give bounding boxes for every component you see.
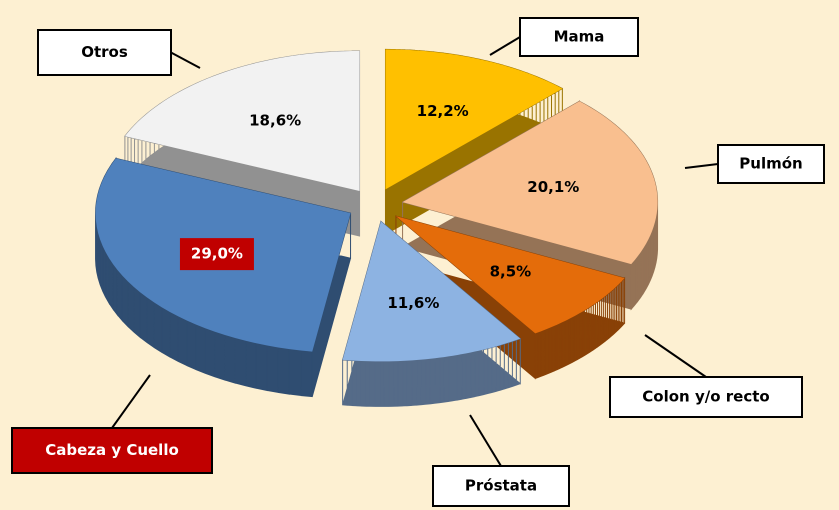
- slice: [342, 221, 521, 362]
- category-label: Próstata: [465, 477, 537, 495]
- value-label: 12,2%: [417, 102, 469, 120]
- value-label: 29,0%: [191, 245, 243, 263]
- leader-line: [644, 334, 707, 378]
- slice: [395, 216, 625, 334]
- category-label: Otros: [81, 43, 128, 61]
- category-label: Mama: [554, 28, 605, 46]
- value-label-bg: [179, 238, 254, 271]
- legend-box: [37, 29, 172, 76]
- legend-box: [11, 427, 213, 474]
- slice: [402, 101, 658, 265]
- legend-box: [432, 465, 570, 507]
- category-label: Colon y/o recto: [642, 388, 769, 406]
- category-label: Pulmón: [739, 155, 802, 173]
- legend-box: [609, 376, 803, 418]
- value-label: 11,6%: [387, 294, 439, 312]
- slice: [124, 50, 360, 191]
- leader-line: [469, 414, 502, 467]
- leader-line: [489, 36, 521, 56]
- value-label: 20,1%: [527, 178, 579, 196]
- category-label: Cabeza y Cuello: [45, 441, 179, 459]
- legend-box: [519, 17, 639, 57]
- leader-line: [111, 374, 151, 429]
- value-label: 18,6%: [249, 111, 301, 129]
- leader-line: [170, 51, 201, 69]
- legend-box: [717, 144, 825, 184]
- value-label: 8,5%: [490, 262, 532, 280]
- slice: [385, 49, 563, 190]
- leader-line: [684, 163, 719, 169]
